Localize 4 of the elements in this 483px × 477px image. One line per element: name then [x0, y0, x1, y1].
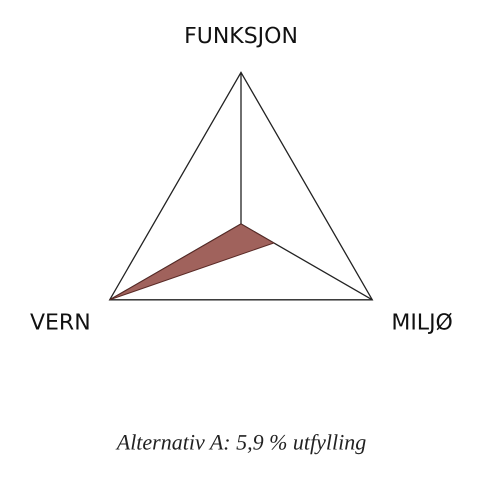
text: Alternativ A: 5,9 % utfylling — [114, 430, 366, 455]
spoke-label: VERN — [30, 310, 91, 336]
spoke-label: MILJØ — [391, 310, 453, 336]
spoke-label: FUNKSJON — [184, 24, 298, 49]
